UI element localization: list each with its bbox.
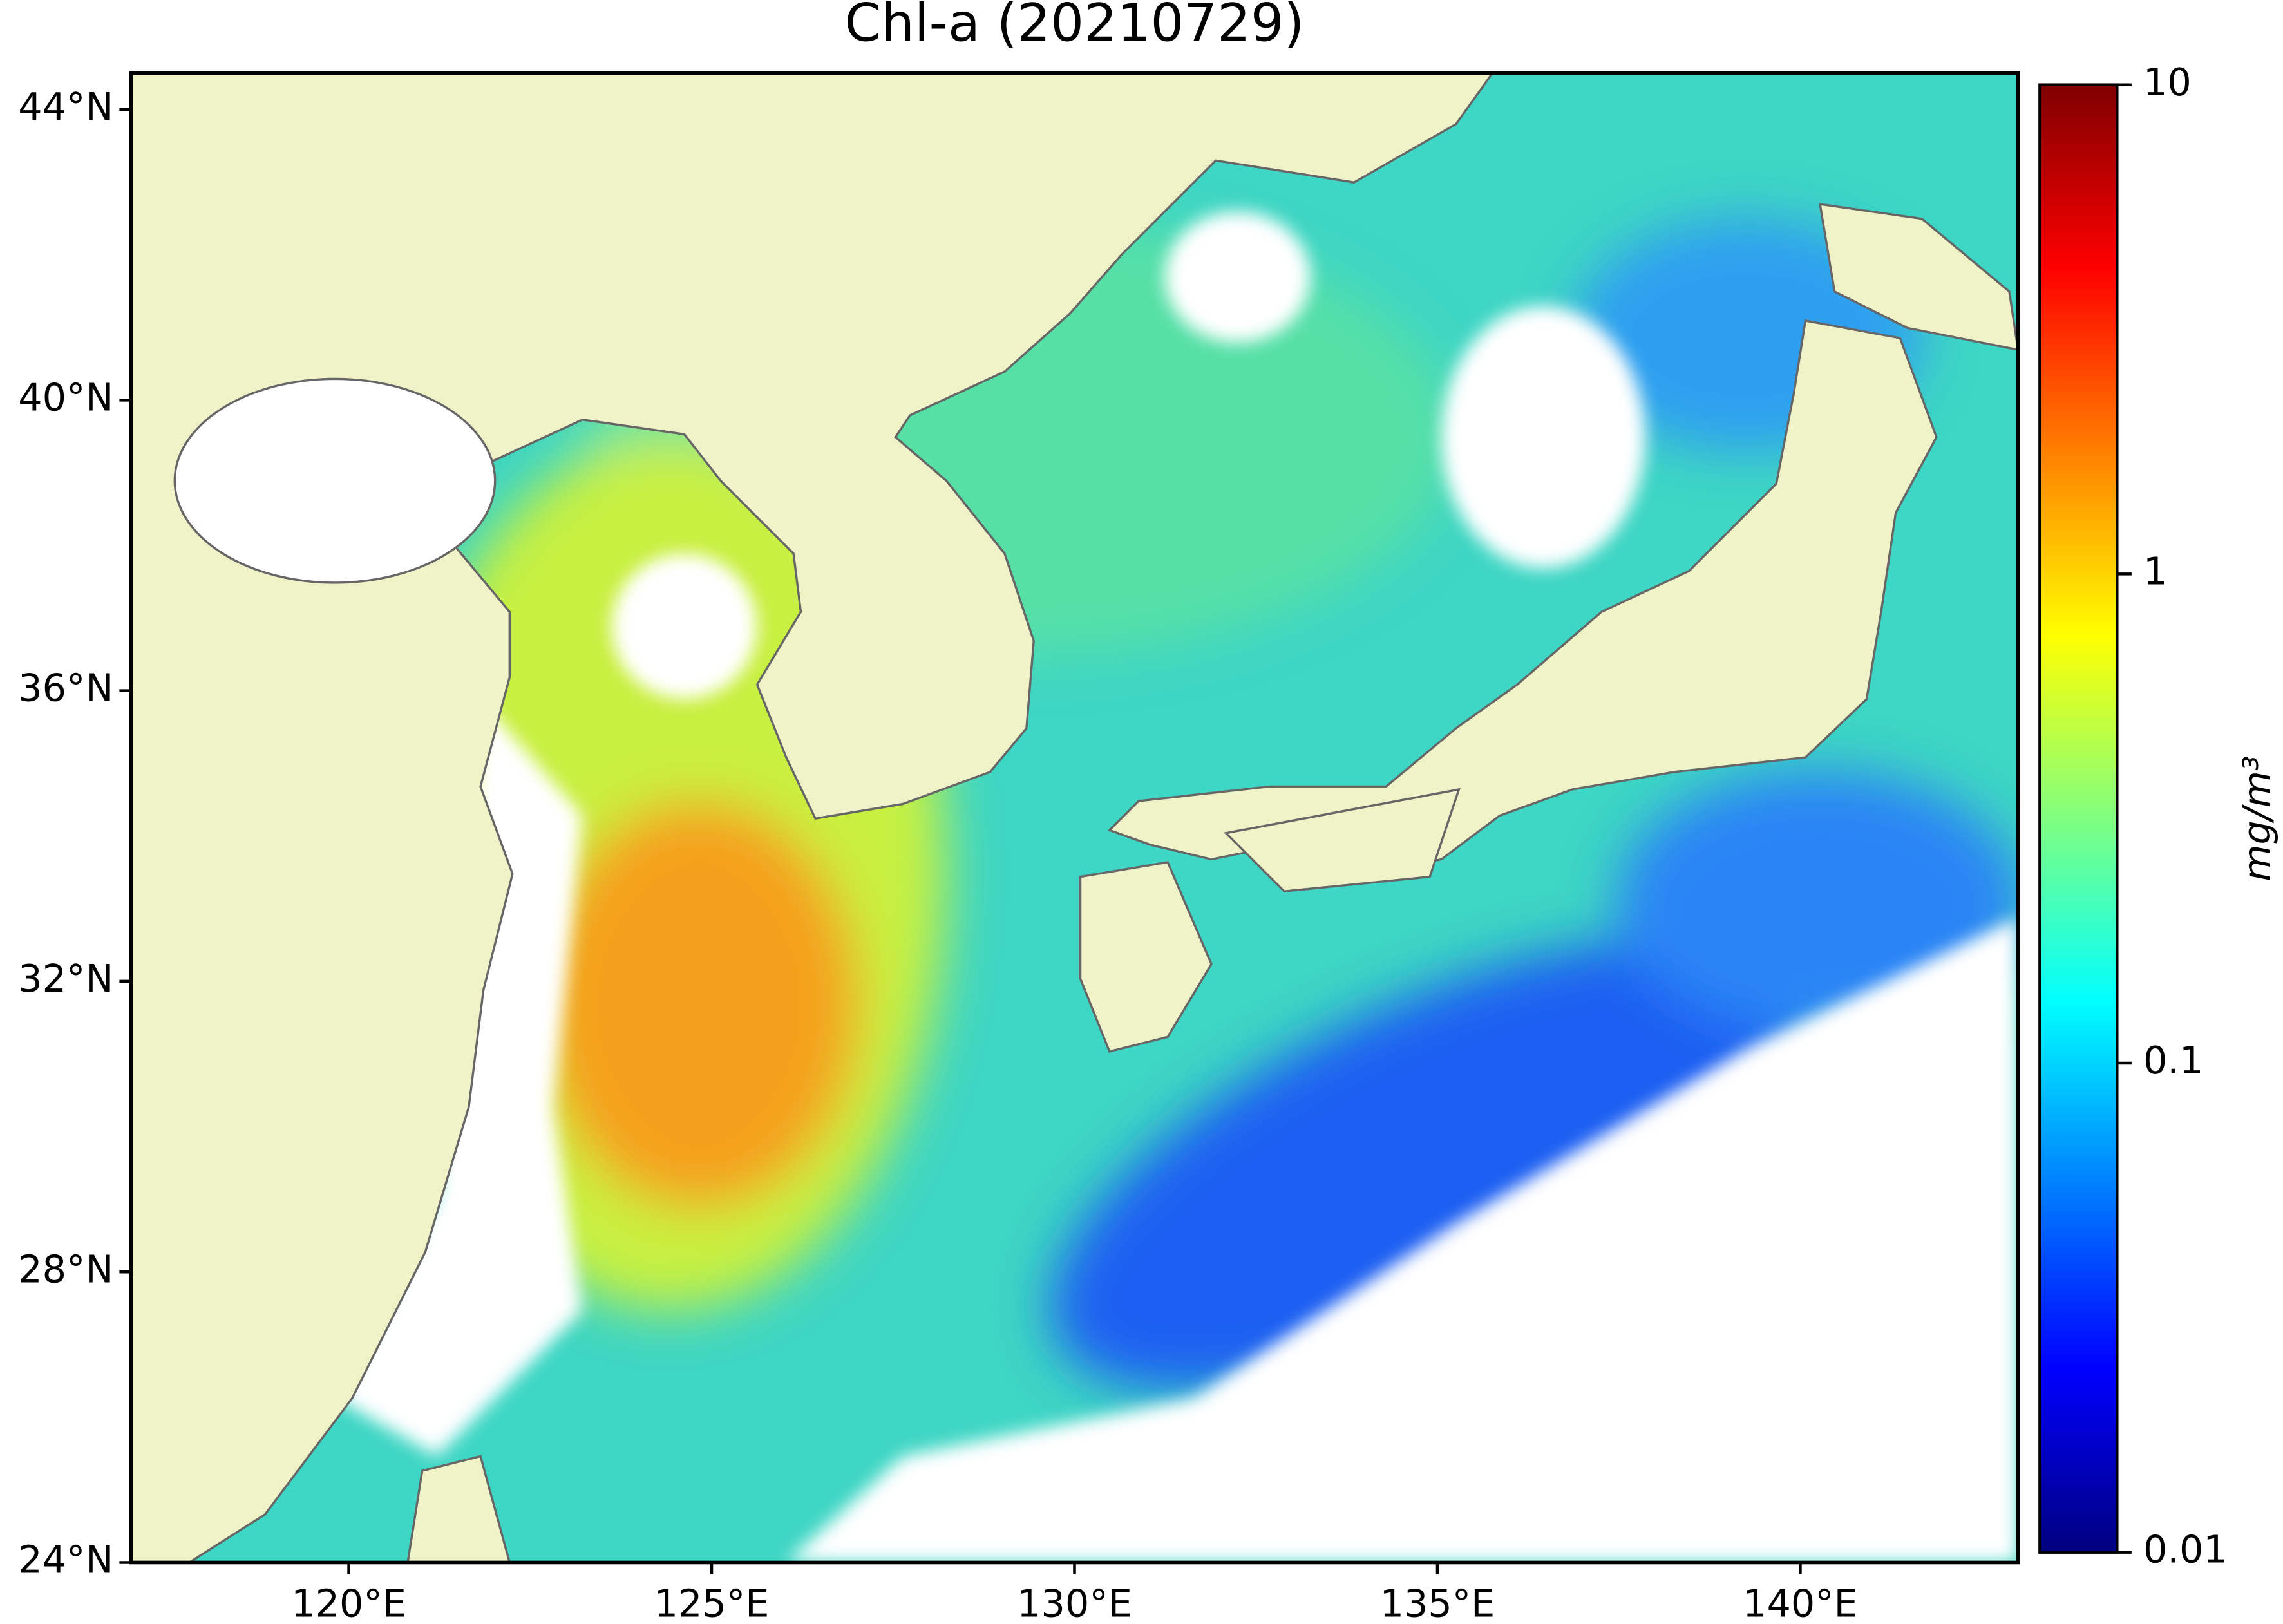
colorbar-tick-label: 1 bbox=[2143, 549, 2167, 593]
y-tick-label: 36°N bbox=[18, 666, 113, 710]
map-area bbox=[131, 73, 2018, 1563]
y-tick-label: 24°N bbox=[18, 1538, 113, 1582]
y-tick-label: 28°N bbox=[18, 1247, 113, 1291]
x-tick-label: 130°E bbox=[1017, 1581, 1132, 1624]
colorbar-tick-label: 0.01 bbox=[2143, 1527, 2228, 1572]
map-title: Chl-a (20210729) bbox=[845, 0, 1305, 54]
colorbar bbox=[2038, 83, 2119, 1554]
x-tick-label: 120°E bbox=[291, 1581, 406, 1624]
colorbar-tick-label: 10 bbox=[2143, 60, 2192, 104]
x-tick-label: 135°E bbox=[1380, 1581, 1495, 1624]
colorbar-label: mg/m³ bbox=[2235, 756, 2279, 882]
y-tick-label: 40°N bbox=[18, 375, 113, 419]
colorbar-tick-label: 0.1 bbox=[2143, 1038, 2203, 1082]
bohai-sea bbox=[173, 377, 497, 584]
y-tick-label: 32°N bbox=[18, 956, 113, 1001]
y-tick-label: 44°N bbox=[18, 84, 113, 129]
x-tick-label: 140°E bbox=[1743, 1581, 1858, 1624]
x-tick-label: 125°E bbox=[654, 1581, 770, 1624]
